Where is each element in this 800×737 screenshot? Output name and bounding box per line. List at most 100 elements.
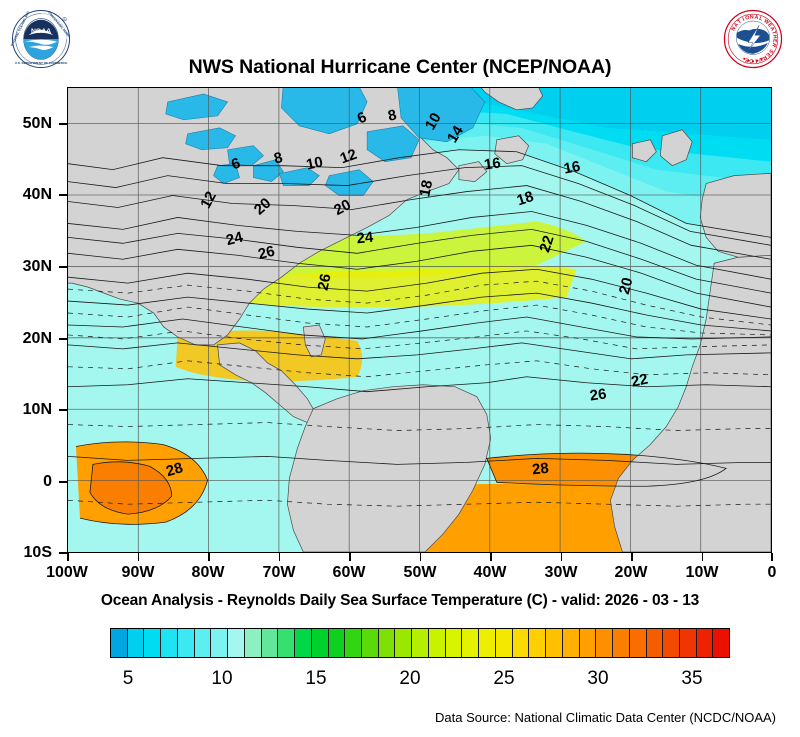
x-tick-label-50w: 50W xyxy=(403,564,437,581)
colorbar-swatch xyxy=(479,629,496,657)
svg-text:28: 28 xyxy=(531,460,549,479)
x-tick-label-70w: 70W xyxy=(262,564,296,581)
y-tick-label-20n: 20N xyxy=(22,330,52,347)
y-tick-label-50n: 50N xyxy=(22,115,52,132)
colorbar-swatch xyxy=(228,629,245,657)
colorbar-swatch xyxy=(462,629,480,657)
colorbar-label-25: 25 xyxy=(493,668,515,689)
colorbar-swatch xyxy=(395,629,413,657)
colorbar-swatch xyxy=(244,629,262,657)
colorbar-swatch xyxy=(646,629,664,657)
colorbar-swatch xyxy=(579,629,597,657)
colorbar-swatch xyxy=(362,629,379,657)
svg-text:I: I xyxy=(754,57,757,63)
colorbar-swatch xyxy=(177,629,195,657)
y-tick-label-40n: 40N xyxy=(22,186,52,203)
svg-text:U.S. DEPARTMENT OF COMMERCE: U.S. DEPARTMENT OF COMMERCE xyxy=(15,61,68,65)
svg-text:18: 18 xyxy=(515,188,536,209)
colorbar-swatch xyxy=(596,629,614,657)
x-tick xyxy=(137,553,139,561)
svg-text:8: 8 xyxy=(272,149,284,167)
svg-text:26: 26 xyxy=(315,272,335,292)
x-tick xyxy=(67,553,69,561)
colorbar-swatches[interactable] xyxy=(110,628,730,658)
svg-text:16: 16 xyxy=(562,158,581,178)
colorbar-swatch xyxy=(495,629,513,657)
svg-text:R: R xyxy=(64,18,66,21)
y-tick xyxy=(59,266,67,268)
colorbar-label-20: 20 xyxy=(399,668,421,689)
svg-text:A: A xyxy=(768,26,775,32)
svg-text:R: R xyxy=(761,54,768,61)
svg-text:18: 18 xyxy=(416,179,436,199)
svg-text:L: L xyxy=(758,16,764,23)
svg-text:O: O xyxy=(745,15,751,22)
sst-map-canvas: 6 8 10 6 8 10 12 14 16 16 12 18 18 20 20… xyxy=(68,88,771,552)
svg-text:C: C xyxy=(749,57,753,63)
data-source-text: Data Source: National Climatic Data Cent… xyxy=(435,710,776,725)
y-tick xyxy=(59,409,67,411)
svg-text:N: N xyxy=(750,14,754,20)
colorbar-swatch xyxy=(512,629,530,657)
svg-text:16: 16 xyxy=(483,154,502,173)
map-subtitle: Ocean Analysis - Reynolds Daily Sea Surf… xyxy=(100,592,700,609)
colorbar-swatch xyxy=(629,629,647,657)
x-tick xyxy=(419,553,421,561)
svg-text:NOAA: NOAA xyxy=(31,28,51,35)
svg-text:R: R xyxy=(770,42,777,47)
x-tick-label-30w: 30W xyxy=(544,564,578,581)
colorbar-swatch xyxy=(278,629,296,657)
colorbar-swatch xyxy=(445,629,463,657)
colorbar-swatch xyxy=(562,629,580,657)
svg-text:A: A xyxy=(754,15,759,22)
colorbar-swatch xyxy=(713,629,730,657)
svg-text:26: 26 xyxy=(589,385,608,404)
colorbar-label-35: 35 xyxy=(681,668,703,689)
y-tick xyxy=(59,123,67,125)
svg-text:10: 10 xyxy=(305,153,325,173)
colorbar-swatch xyxy=(679,629,697,657)
colorbar-swatch xyxy=(428,629,446,657)
colorbar-swatch xyxy=(328,629,346,657)
svg-text:E: E xyxy=(744,56,749,63)
svg-text:E: E xyxy=(764,51,771,58)
x-tick xyxy=(208,553,210,561)
y-tick-label-10s: 10S xyxy=(23,544,52,561)
colorbar-swatch xyxy=(211,629,229,657)
svg-text:E: E xyxy=(766,22,773,29)
svg-text:22: 22 xyxy=(536,233,557,254)
colorbar-swatch xyxy=(412,629,429,657)
colorbar-swatch xyxy=(378,629,396,657)
colorbar-swatch xyxy=(613,629,630,657)
svg-text:12: 12 xyxy=(197,189,220,212)
x-tick xyxy=(278,553,280,561)
colorbar-swatch xyxy=(529,629,547,657)
colorbar-label-30: 30 xyxy=(587,668,609,689)
noaa-logo: NATIONAL OCEANIC AND ATMOSPHERIC ADMIN U… xyxy=(10,10,72,69)
svg-text:10: 10 xyxy=(422,110,445,133)
svg-text:N: N xyxy=(731,26,738,32)
x-tick xyxy=(771,553,773,561)
x-tick-label-60w: 60W xyxy=(332,564,366,581)
colorbar-swatch xyxy=(127,629,145,657)
sst-map[interactable]: 6 8 10 6 8 10 12 14 16 16 12 18 18 20 20… xyxy=(67,87,772,553)
svg-text:I: I xyxy=(742,16,746,22)
y-tick xyxy=(59,194,67,196)
svg-text:26: 26 xyxy=(256,243,276,264)
x-tick-label-20w: 20W xyxy=(614,564,648,581)
svg-text:H: H xyxy=(771,35,777,40)
x-tick-label-40w: 40W xyxy=(473,564,507,581)
y-tick-label-0: 0 xyxy=(43,473,52,490)
colorbar-swatch xyxy=(311,629,329,657)
x-tick xyxy=(349,553,351,561)
colorbar-swatch xyxy=(295,629,312,657)
svg-text:W: W xyxy=(762,18,770,26)
y-tick-label-30n: 30N xyxy=(22,258,52,275)
x-tick-label-80w: 80W xyxy=(191,564,225,581)
y-tick xyxy=(59,338,67,340)
nws-logo: N A T I O N A L W E A T H E R S E R V I … xyxy=(723,9,783,69)
colorbar-swatch xyxy=(161,629,178,657)
colorbar[interactable] xyxy=(110,628,730,658)
svg-text:24: 24 xyxy=(356,229,375,248)
svg-text:20: 20 xyxy=(331,196,354,219)
